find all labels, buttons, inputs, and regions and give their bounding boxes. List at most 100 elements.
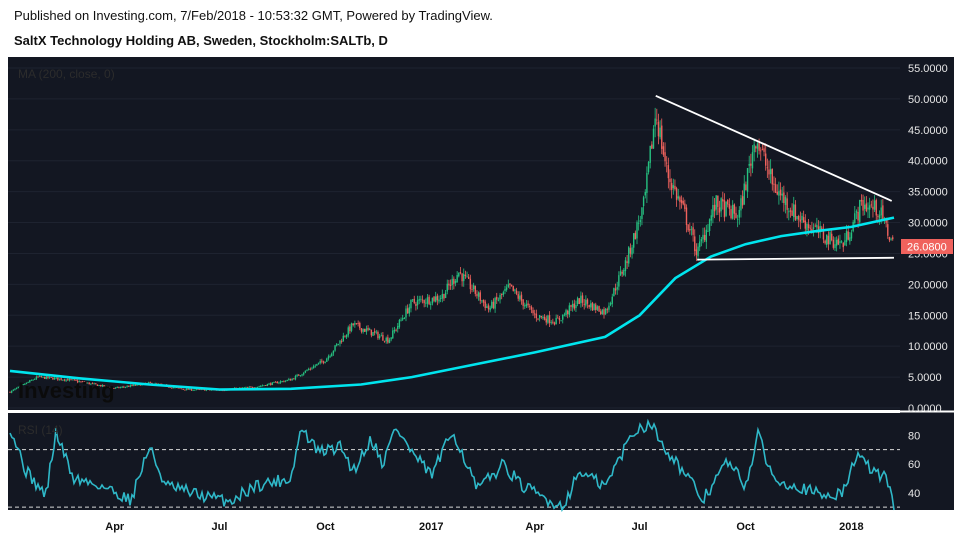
candle-down [675, 188, 678, 200]
candle-up [101, 384, 104, 387]
candle-down [270, 383, 272, 385]
candle-down [791, 210, 793, 216]
price-tick-label: 50.0000 [908, 94, 948, 106]
candle-down [83, 381, 85, 383]
candle-down [357, 323, 359, 324]
candle-up [446, 283, 448, 292]
candle-down [534, 313, 536, 315]
candle-up [647, 162, 650, 173]
price-tick-label: 55.0000 [908, 63, 948, 75]
candle-down [406, 308, 409, 314]
candle-up [98, 385, 100, 386]
x-tick-label: Apr [105, 521, 125, 533]
candle-up [590, 303, 592, 308]
candle-down [603, 309, 605, 315]
candle-down [827, 235, 830, 245]
candle-up [400, 319, 402, 321]
candle-down [832, 239, 835, 248]
candle-up [835, 239, 838, 246]
candle-down [824, 240, 826, 244]
published-caption: Published on Investing.com, 7/Feb/2018 -… [14, 8, 493, 23]
candle-up [604, 308, 607, 315]
candle-down [251, 387, 254, 388]
candle-up [609, 303, 612, 305]
candle-down [865, 203, 868, 212]
candle-down [872, 206, 874, 210]
candle-up [205, 389, 208, 391]
candle-down [728, 204, 731, 209]
candle-up [576, 298, 579, 305]
candle-up [93, 383, 95, 385]
candle-up [375, 331, 377, 333]
candle-down [415, 303, 417, 307]
candle-up [812, 227, 815, 229]
candle-up [189, 388, 191, 390]
candle-up [385, 337, 387, 342]
candle-down [713, 204, 716, 212]
candle-down [180, 388, 183, 390]
candle-up [194, 389, 196, 391]
candle-down [532, 310, 534, 314]
candle-down [567, 310, 569, 315]
candle-up [575, 305, 577, 308]
candle-up [45, 376, 47, 380]
candle-down [443, 293, 445, 299]
candle-up [649, 145, 651, 163]
candle-down [626, 261, 628, 263]
candle-down [685, 207, 688, 225]
candle-down [595, 304, 597, 311]
candle-down [537, 318, 539, 320]
candle-up [613, 287, 615, 297]
candle-up [616, 287, 618, 290]
candle-up [15, 388, 18, 389]
candle-down [100, 385, 102, 387]
candle-up [403, 318, 406, 319]
candle-up [29, 380, 31, 383]
candle-up [408, 307, 410, 314]
candle-down [246, 387, 249, 388]
candle-up [303, 373, 305, 375]
candle-down [529, 305, 531, 307]
candle-up [281, 381, 283, 382]
candle-up [489, 307, 491, 311]
candle-down [773, 183, 775, 185]
candle-up [185, 388, 188, 391]
candle-up [121, 386, 123, 388]
candle-up [623, 269, 625, 276]
candle-up [284, 380, 287, 382]
rsi-tick-label: 60 [908, 459, 920, 471]
candle-up [24, 384, 26, 385]
price-tick-label: 10.0000 [908, 341, 948, 353]
candle-down [586, 299, 589, 304]
candle-down [509, 283, 511, 286]
candle-up [126, 386, 128, 387]
candle-down [877, 216, 879, 217]
rsi-indicator-label[interactable]: RSI (14) [18, 423, 63, 437]
candle-up [136, 384, 138, 386]
candle-up [39, 376, 41, 377]
candle-up [195, 389, 198, 390]
candle-up [266, 384, 269, 386]
ma-200-line [9, 216, 895, 391]
candle-down [718, 207, 721, 213]
candle-up [420, 298, 422, 300]
candle-up [147, 382, 150, 384]
candle-up [129, 385, 132, 387]
candle-down [717, 195, 719, 207]
candle-up [628, 247, 630, 264]
candle-up [301, 374, 303, 376]
candle-down [540, 315, 542, 318]
candle-down [421, 299, 424, 301]
candle-down [892, 237, 894, 240]
rsi-tick-label: 40 [908, 488, 920, 500]
candle-down [837, 238, 839, 245]
candle-up [380, 335, 382, 337]
candle-down [128, 386, 130, 387]
candle-up [816, 224, 818, 228]
ma-indicator-label[interactable]: MA (200, close, 0) [18, 67, 115, 81]
candle-up [362, 328, 364, 332]
candle-up [133, 384, 135, 386]
candle-down [667, 165, 670, 179]
candle-up [463, 274, 465, 282]
